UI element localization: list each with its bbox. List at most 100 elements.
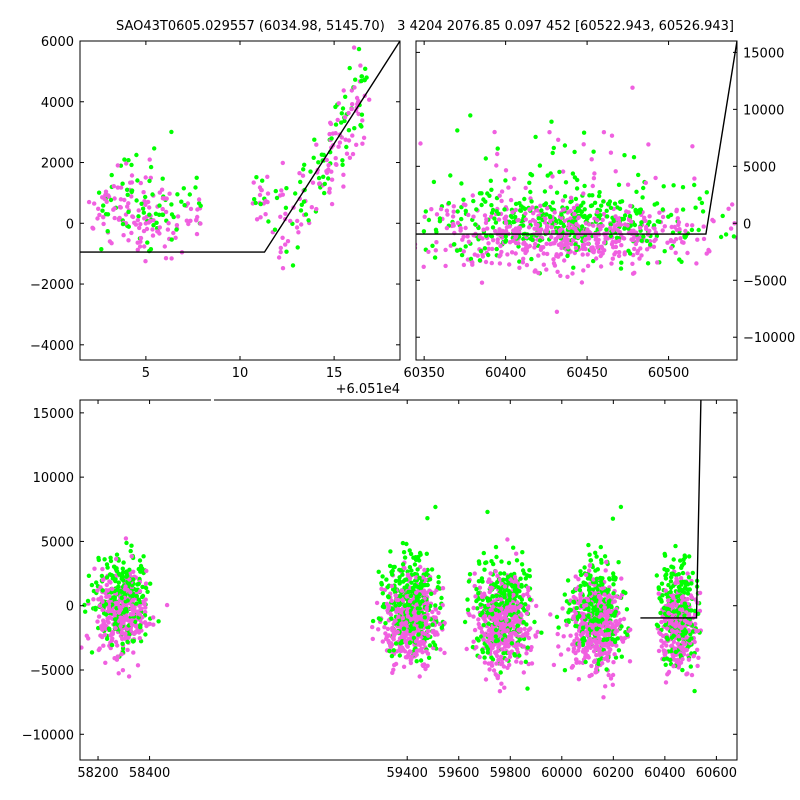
- pink-data-point: [610, 682, 615, 687]
- pink-data-point: [103, 588, 109, 593]
- green-data-point: [491, 582, 496, 587]
- green-data-point: [669, 649, 674, 654]
- green-data-point: [682, 553, 687, 558]
- green-data-point: [138, 599, 143, 605]
- green-data-point: [493, 220, 499, 225]
- green-data-point: [378, 617, 383, 622]
- pink-data-point: [443, 247, 448, 253]
- green-data-point: [126, 158, 131, 163]
- pink-data-point: [384, 601, 390, 607]
- pink-data-point: [581, 268, 586, 273]
- green-data-point: [477, 258, 483, 263]
- pink-data-point: [480, 594, 485, 600]
- pink-data-point: [592, 171, 597, 176]
- pink-data-point: [525, 591, 530, 597]
- pink-data-point: [552, 210, 557, 215]
- pink-data-point: [483, 677, 489, 682]
- pink-data-point: [125, 204, 130, 209]
- pink-data-point: [379, 586, 384, 592]
- pink-data-point: [679, 625, 684, 631]
- pink-data-point: [690, 223, 695, 228]
- pink-data-point: [539, 227, 544, 232]
- green-data-point: [126, 209, 131, 215]
- pink-data-point: [572, 211, 577, 217]
- pink-data-point: [662, 224, 667, 229]
- green-data-point: [574, 605, 579, 611]
- pink-data-point: [86, 199, 92, 205]
- pink-data-point: [495, 573, 500, 578]
- pink-data-point: [433, 615, 438, 620]
- green-data-point: [483, 605, 488, 610]
- pink-data-point: [652, 226, 657, 231]
- pink-data-point: [107, 615, 113, 620]
- green-data-point: [376, 569, 381, 574]
- green-data-point: [471, 198, 476, 204]
- green-data-point: [519, 597, 524, 602]
- pink-data-point: [544, 241, 549, 246]
- green-data-point: [586, 542, 591, 548]
- green-data-point: [665, 568, 670, 573]
- pink-data-point: [420, 650, 425, 655]
- pink-data-point: [451, 209, 456, 214]
- pink-data-point: [160, 196, 166, 201]
- pink-data-point: [609, 625, 615, 630]
- pink-data-point: [515, 600, 520, 605]
- y-tick-label: 6000: [41, 35, 74, 50]
- pink-data-point: [678, 607, 683, 612]
- green-data-point: [699, 200, 705, 206]
- green-data-point: [96, 555, 101, 561]
- pink-data-point: [103, 660, 108, 665]
- pink-data-point: [360, 141, 365, 146]
- green-data-point: [397, 575, 402, 580]
- green-data-point: [633, 209, 638, 214]
- pink-data-point: [503, 608, 509, 613]
- x-tick-label: 60600: [696, 766, 737, 781]
- pink-data-point: [490, 246, 495, 252]
- green-data-point: [530, 237, 535, 243]
- green-data-point: [494, 602, 499, 607]
- pink-data-point: [680, 240, 685, 245]
- green-data-point: [597, 190, 602, 195]
- pink-data-point: [473, 594, 478, 599]
- y-tick-label: −5000: [743, 274, 787, 289]
- pink-data-point: [551, 257, 556, 262]
- pink-data-point: [106, 594, 112, 599]
- green-data-point: [370, 618, 376, 624]
- pink-data-point: [486, 246, 491, 251]
- pink-data-point: [424, 605, 429, 611]
- green-data-point: [470, 644, 476, 650]
- green-data-point: [89, 582, 95, 588]
- green-data-point: [404, 541, 409, 547]
- pink-data-point: [143, 175, 148, 180]
- pink-data-point: [480, 254, 486, 259]
- green-data-point: [594, 627, 599, 632]
- green-data-point: [452, 242, 457, 247]
- pink-data-point: [123, 536, 129, 541]
- green-data-point: [586, 613, 591, 618]
- pink-data-point: [118, 197, 124, 202]
- green-data-point: [389, 616, 394, 621]
- green-data-point: [465, 607, 471, 612]
- green-data-point: [301, 199, 307, 204]
- pink-data-point: [346, 110, 351, 116]
- pink-data-point: [585, 263, 591, 269]
- pink-data-point: [513, 240, 519, 246]
- pink-data-point: [610, 600, 615, 605]
- pink-data-point: [508, 634, 514, 639]
- green-data-point: [109, 642, 115, 648]
- pink-data-point: [605, 594, 611, 599]
- pink-data-point: [593, 639, 598, 644]
- pink-data-point: [488, 571, 493, 576]
- pink-data-point: [157, 231, 162, 236]
- pink-data-point: [639, 253, 644, 258]
- pink-data-point: [617, 220, 622, 226]
- green-data-point: [641, 234, 646, 239]
- green-data-point: [502, 571, 507, 576]
- green-data-point: [284, 186, 289, 191]
- x-tick-label: 58400: [129, 766, 170, 781]
- pink-data-point: [113, 556, 119, 562]
- green-data-point: [463, 208, 468, 214]
- pink-data-point: [547, 130, 552, 135]
- green-data-point: [671, 557, 676, 562]
- pink-data-point: [360, 118, 365, 123]
